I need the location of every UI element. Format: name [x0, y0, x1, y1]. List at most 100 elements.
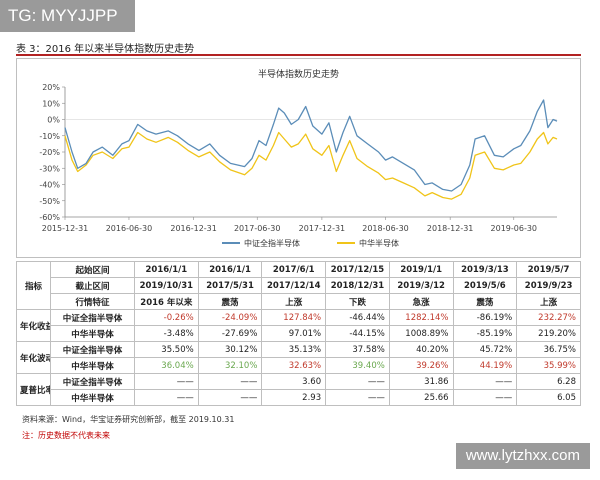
value-cell: 39.40% [325, 357, 390, 374]
header-cell: 2019/5/6 [452, 277, 518, 294]
value-cell: —— [197, 373, 263, 390]
watermark-top: TG: MYYJJPP [0, 0, 135, 32]
index-name: 中华半导体 [50, 389, 135, 406]
source-note: 资料来源：Wind，华宝证券研究创新部，截至 2019.10.31 [22, 415, 235, 424]
figure-title: 表 3：2016 年以来半导体指数历史走势 [16, 44, 195, 55]
y-tick-label: -60% [39, 213, 60, 222]
index-name: 中华半导体 [50, 357, 135, 374]
value-cell: 3.60 [261, 373, 327, 390]
value-cell: 31.86 [388, 373, 454, 390]
value-cell: —— [134, 389, 199, 406]
header-cell: 下跌 [325, 293, 390, 310]
value-cell: —— [197, 389, 263, 406]
legend-label: 中证全指半导体 [244, 238, 300, 248]
header-cell: 2019/3/13 [452, 261, 518, 278]
x-tick-label: 2018-06-30 [362, 224, 409, 233]
value-cell: 32.10% [197, 357, 263, 374]
chart-panel: 半导体指数历史走势 20% 10% 0% -10% -20% -30% -40% -50% -60… [16, 58, 581, 258]
line-chart: 半导体指数历史走势 20% 10% 0% -10% -20% -30% -40% -50% -60… [39, 68, 558, 248]
value-cell: -3.48% [134, 325, 199, 342]
header-row-label: 起始区间 [50, 261, 135, 278]
value-cell: 39.26% [388, 357, 454, 374]
header-cell: 2019/10/31 [134, 277, 199, 294]
x-tick-label: 2018-12-31 [427, 224, 474, 233]
stats-table: 指标 起始区间 2016/1/1 2016/1/1 2017/6/1 2017/12/15… [16, 261, 581, 406]
y-tick-label: -20% [39, 148, 60, 157]
header-cell: 2019/3/12 [388, 277, 454, 294]
table-header-row: 行情特征 2016 年以来 震荡 上涨 下跌 急涨 震荡 上涨 [17, 293, 581, 310]
y-tick-label: 0% [47, 116, 60, 125]
value-cell: —— [134, 373, 199, 390]
value-cell: 30.12% [197, 341, 263, 358]
value-cell: -85.19% [452, 325, 518, 342]
value-cell: -0.26% [134, 309, 199, 326]
x-tick-label: 2019-06-30 [491, 224, 538, 233]
table-header-row: 指标 起始区间 2016/1/1 2016/1/1 2017/6/1 2017/12/15… [16, 261, 581, 310]
header-cell: 2018/12/31 [325, 277, 390, 294]
header-cell: 2019/9/23 [516, 277, 581, 294]
value-cell: 45.72% [452, 341, 518, 358]
value-cell: 35.50% [134, 341, 199, 358]
index-name: 中证全指半导体 [50, 341, 135, 358]
value-cell: -46.44% [325, 309, 390, 326]
header-cell: 2017/12/14 [261, 277, 327, 294]
y-tick-label: -50% [39, 197, 60, 206]
header-cell: 震荡 [197, 293, 263, 310]
value-cell: -27.69% [197, 325, 263, 342]
x-tick-label: 2017-06-30 [234, 224, 281, 233]
value-cell: —— [452, 389, 518, 406]
value-cell: 6.05 [516, 389, 581, 406]
table-row: 年化收益中证全指半导体-0.26%-24.09%127.84%-46.44%12… [16, 309, 581, 342]
disclaimer-note: 注：历史数据不代表未来 [22, 431, 110, 440]
value-cell: —— [325, 389, 390, 406]
value-cell: 127.84% [261, 309, 327, 326]
header-cell: 2016/1/1 [134, 261, 199, 278]
header-cell: 上涨 [261, 293, 327, 310]
value-cell: 37.58% [325, 341, 390, 358]
metric-group-label: 夏普比率 [16, 373, 51, 406]
y-tick-label: -30% [39, 164, 60, 173]
header-cell: 2019/5/7 [516, 261, 581, 278]
table-row: 夏普比率中证全指半导体————3.60——31.86——6.28 [16, 373, 581, 406]
value-cell: 1282.14% [388, 309, 454, 326]
value-cell: 44.19% [452, 357, 518, 374]
value-cell: 6.28 [516, 373, 581, 390]
header-cell: 2017/5/31 [197, 277, 263, 294]
value-cell: 35.99% [516, 357, 581, 374]
value-cell: 1008.89% [388, 325, 454, 342]
y-tick-label: 10% [42, 99, 60, 108]
index-name: 中证全指半导体 [50, 309, 135, 326]
value-cell: 35.13% [261, 341, 327, 358]
value-cell: 2.93 [261, 389, 327, 406]
value-cell: 232.27% [516, 309, 581, 326]
index-name: 中证全指半导体 [50, 373, 135, 390]
y-tick-label: -10% [39, 132, 60, 141]
header-cell: 2019/1/1 [388, 261, 454, 278]
series-line-csi-semiconductor [64, 99, 558, 192]
value-cell: 219.20% [516, 325, 581, 342]
table-row: 中华半导体 -3.48% -27.69% 97.01% -44.15% 1008.89% -… [17, 325, 581, 342]
metric-group-label: 年化收益 [16, 309, 51, 342]
value-cell: -24.09% [197, 309, 263, 326]
header-row-label: 截止区间 [50, 277, 135, 294]
table-row: 年化波动中证全指半导体35.50%30.12%35.13%37.58%40.20… [16, 341, 581, 374]
value-cell: —— [325, 373, 390, 390]
metric-group-label: 年化波动 [16, 341, 51, 374]
value-cell: -86.19% [452, 309, 518, 326]
y-tick-label: 20% [42, 83, 60, 92]
header-cell: 急涨 [388, 293, 454, 310]
header-row-label: 行情特征 [50, 293, 135, 310]
value-cell: 25.66 [388, 389, 454, 406]
header-cell: 2016/1/1 [197, 261, 263, 278]
x-tick-label: 2016-06-30 [106, 224, 153, 233]
y-tick-label: -40% [39, 181, 60, 190]
value-cell: 40.20% [388, 341, 454, 358]
series-line-china-semiconductor [64, 131, 558, 200]
watermark-bottom: www.lytzhxx.com [455, 443, 590, 469]
legend-label: 中华半导体 [359, 238, 399, 248]
header-cell: 震荡 [452, 293, 518, 310]
header-cell: 上涨 [516, 293, 581, 310]
title-divider [16, 54, 581, 56]
header-cell: 2017/12/15 [325, 261, 390, 278]
table-header-row: 截止区间 2019/10/31 2017/5/31 2017/12/14 2018/12… [17, 277, 581, 294]
